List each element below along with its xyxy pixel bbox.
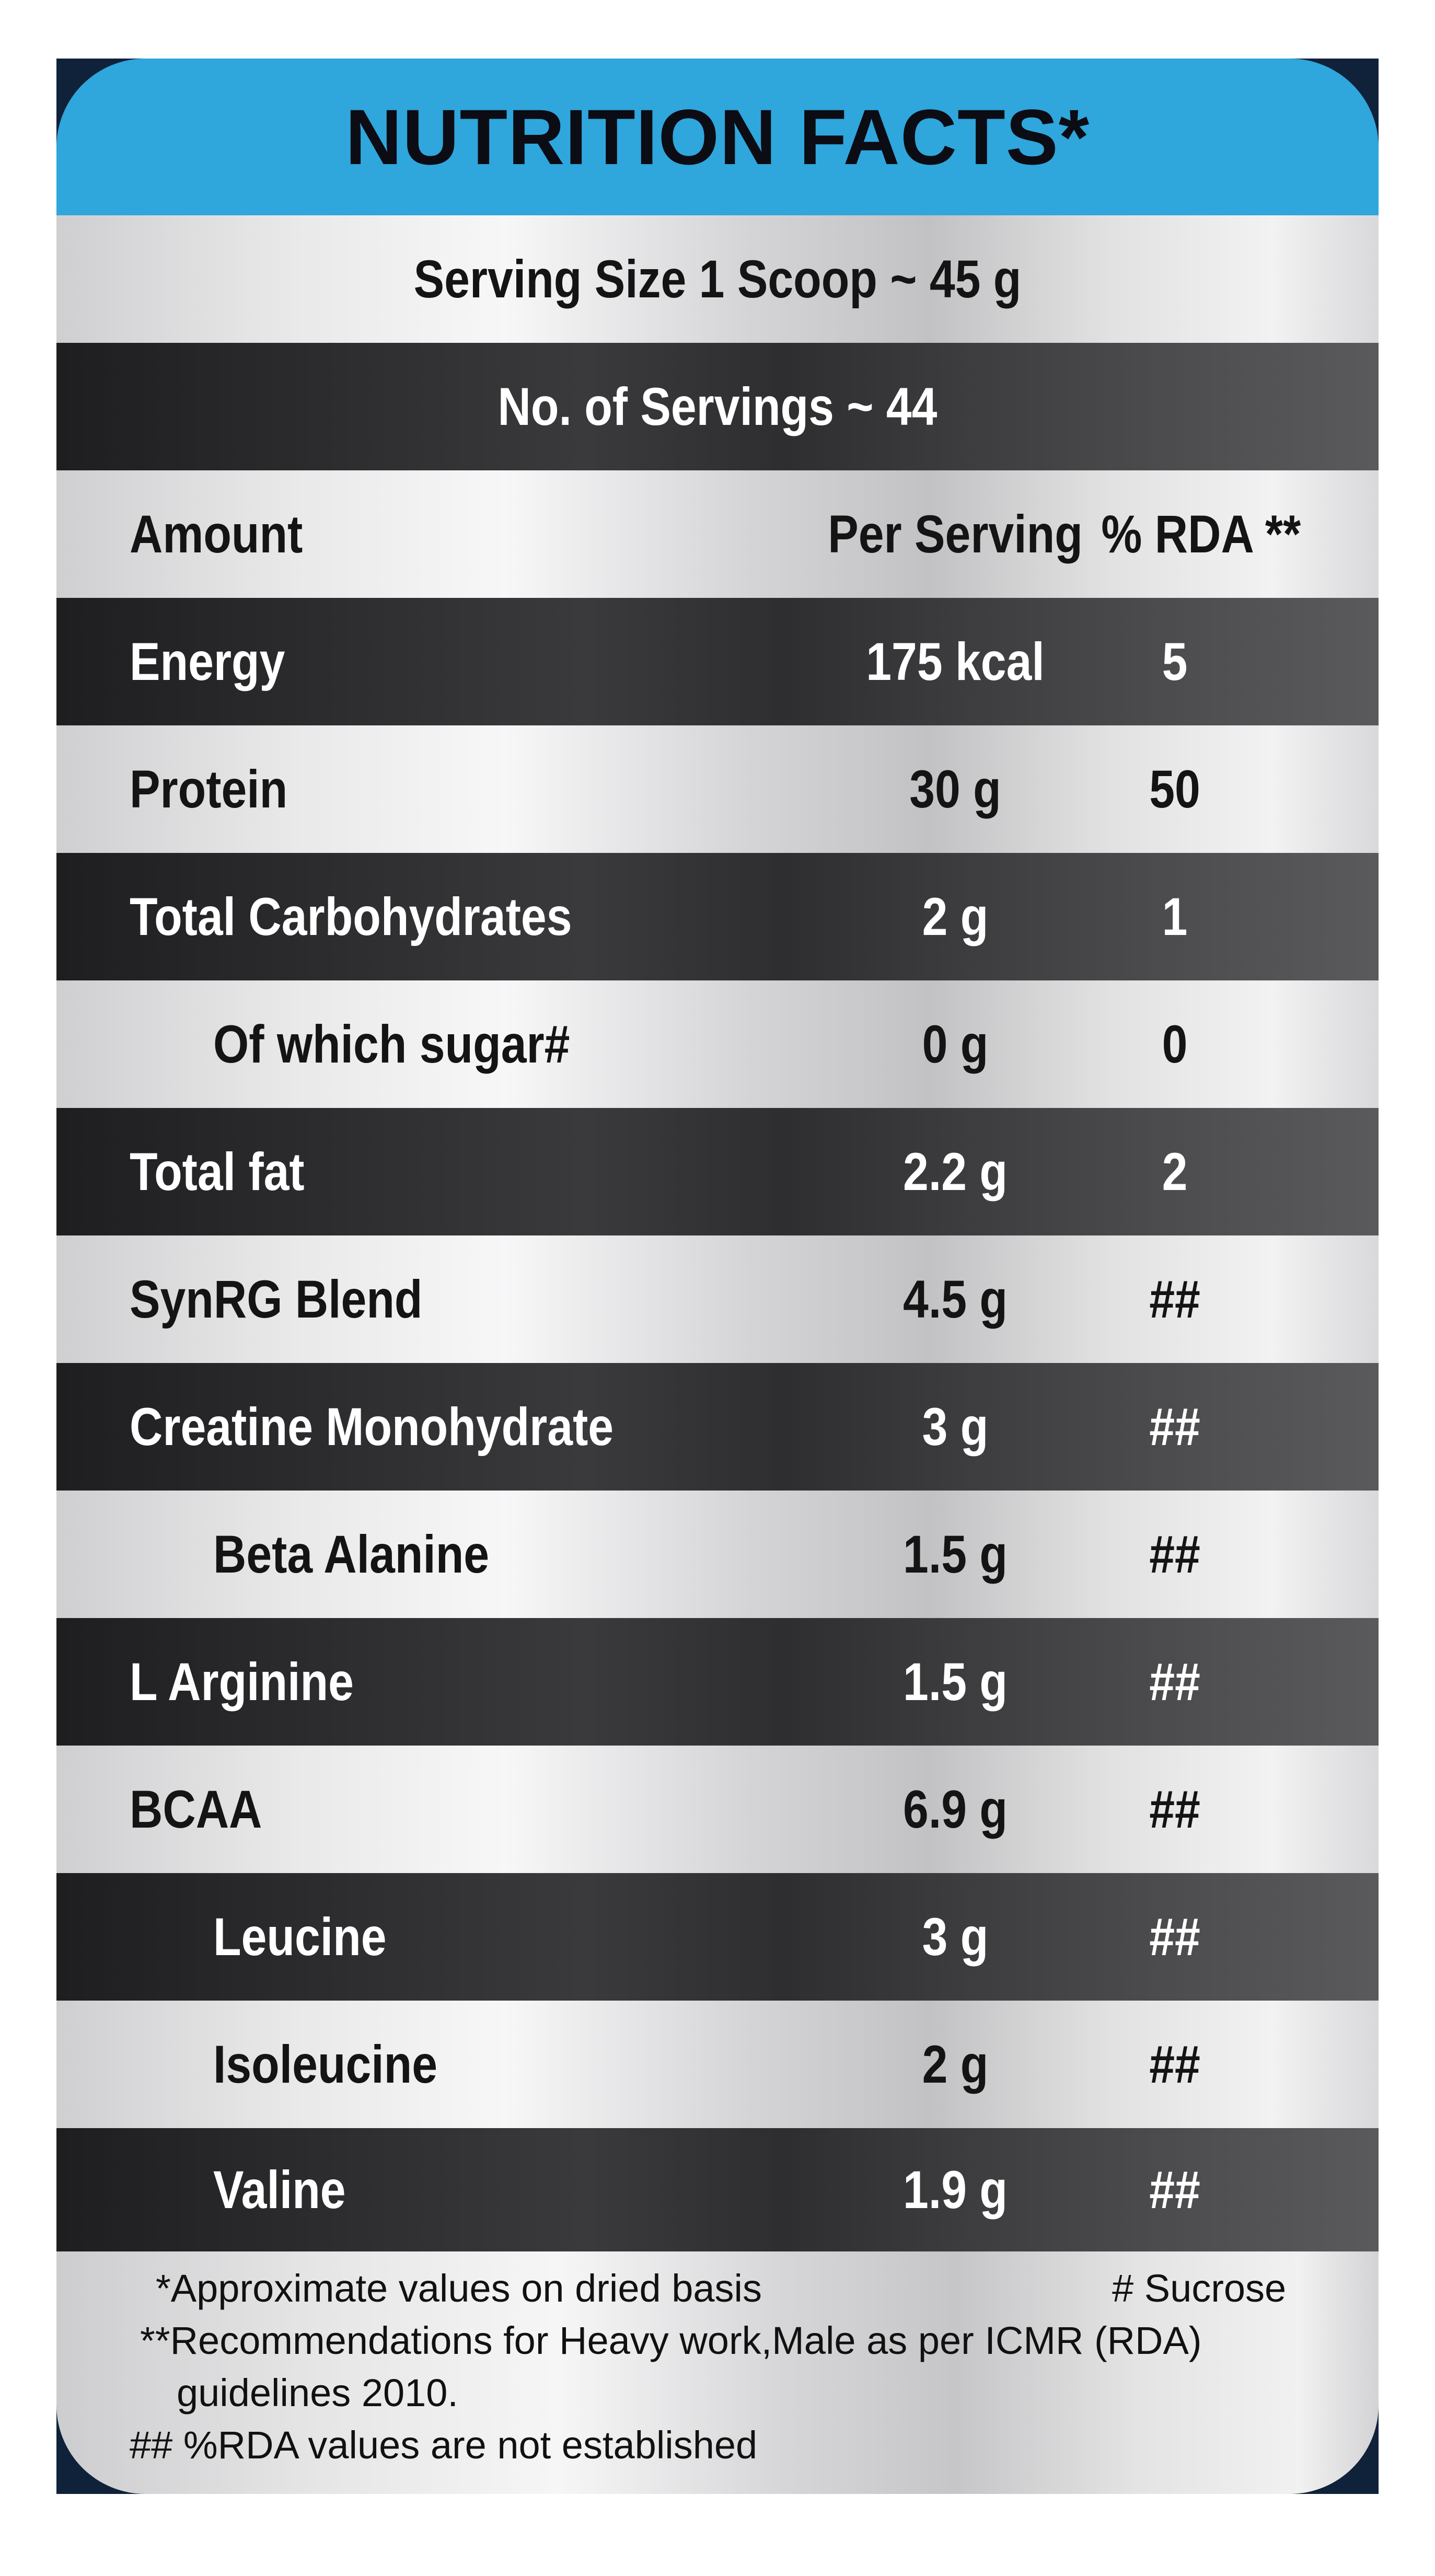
nutrient-name: Total fat xyxy=(130,1142,305,1202)
nutrient-name: Of which sugar# xyxy=(213,1014,570,1074)
nutrient-rda: ## xyxy=(1149,1269,1200,1329)
nutrient-per-serving: 4.5 g xyxy=(903,1269,1008,1329)
table-row: Total Carbohydrates 2 g 1 xyxy=(56,853,1379,980)
nutrient-name: BCAA xyxy=(130,1780,262,1839)
serving-size-row: Serving Size 1 Scoop ~ 45 g xyxy=(56,215,1379,343)
nutrient-name: Protein xyxy=(130,759,288,819)
servings-count-row: No. of Servings ~ 44 xyxy=(56,343,1379,470)
column-header-rda: % RDA ** xyxy=(1101,504,1301,564)
footnote-recommend-line2: guidelines 2010. xyxy=(177,2371,458,2415)
nutrient-per-serving: 2 g xyxy=(922,887,989,946)
table-row: BCAA 6.9 g ## xyxy=(56,1746,1379,1873)
nutrient-per-serving: 30 g xyxy=(909,759,1001,819)
nutrient-per-serving: 2.2 g xyxy=(903,1142,1008,1202)
nutrient-name: Valine xyxy=(213,2160,346,2220)
nutrient-per-serving: 1.5 g xyxy=(903,1524,1008,1584)
table-row: Creatine Monohydrate 3 g ## xyxy=(56,1363,1379,1491)
nutrient-name: L Arginine xyxy=(130,1652,354,1712)
table-row: Valine 1.9 g ## xyxy=(56,2128,1379,2251)
serving-size-text: Serving Size 1 Scoop ~ 45 g xyxy=(413,249,1022,309)
nutrition-facts-panel: NUTRITION FACTS* Serving Size 1 Scoop ~ … xyxy=(56,59,1379,2494)
nutrient-rda: ## xyxy=(1149,1652,1200,1712)
nutrient-rda: ## xyxy=(1149,1780,1200,1839)
table-row: Total fat 2.2 g 2 xyxy=(56,1108,1379,1235)
nutrient-per-serving: 1.9 g xyxy=(903,2160,1008,2220)
column-header-row: Amount Per Serving % RDA ** xyxy=(56,470,1379,598)
nutrient-per-serving: 3 g xyxy=(922,1907,989,1967)
nutrient-name: Leucine xyxy=(213,1907,387,1967)
nutrient-per-serving: 1.5 g xyxy=(903,1652,1008,1712)
footnote-sucrose: # Sucrose xyxy=(1112,2267,1287,2310)
nutrient-rda: 1 xyxy=(1162,887,1188,946)
nutrient-rda: 5 xyxy=(1162,632,1188,691)
footnote-approx: *Approximate values on dried basis xyxy=(156,2267,762,2310)
nutrient-name: Energy xyxy=(130,632,285,691)
footnote-not-established: ## %RDA values are not established xyxy=(130,2423,758,2467)
column-header-amount: Amount xyxy=(130,504,303,564)
nutrient-name: Creatine Monohydrate xyxy=(130,1397,614,1457)
nutrient-rda: 50 xyxy=(1149,759,1200,819)
table-row: Of which sugar# 0 g 0 xyxy=(56,980,1379,1108)
table-row: Leucine 3 g ## xyxy=(56,1873,1379,2001)
nutrient-name: Beta Alanine xyxy=(213,1524,490,1584)
nutrient-rda: ## xyxy=(1149,2035,1200,2094)
nutrient-per-serving: 3 g xyxy=(922,1397,989,1457)
table-row: Beta Alanine 1.5 g ## xyxy=(56,1491,1379,1618)
nutrient-name: Total Carbohydrates xyxy=(130,887,572,946)
nutrient-name: SynRG Blend xyxy=(130,1269,423,1329)
servings-count-text: No. of Servings ~ 44 xyxy=(497,376,938,436)
table-row: L Arginine 1.5 g ## xyxy=(56,1618,1379,1746)
nutrient-rda: ## xyxy=(1149,2160,1200,2220)
nutrition-title: NUTRITION FACTS* xyxy=(345,93,1090,181)
nutrient-name: Isoleucine xyxy=(213,2035,438,2094)
table-row: Energy 175 kcal 5 xyxy=(56,598,1379,725)
table-row: SynRG Blend 4.5 g ## xyxy=(56,1235,1379,1363)
footnotes: *Approximate values on dried basis # Suc… xyxy=(56,2251,1379,2494)
nutrition-header: NUTRITION FACTS* xyxy=(56,59,1379,215)
table-row: Isoleucine 2 g ## xyxy=(56,2001,1379,2128)
nutrient-rda: 0 xyxy=(1162,1014,1188,1074)
table-row: Protein 30 g 50 xyxy=(56,725,1379,853)
nutrient-per-serving: 175 kcal xyxy=(866,632,1045,691)
nutrient-per-serving: 2 g xyxy=(922,2035,989,2094)
nutrient-rda: ## xyxy=(1149,1524,1200,1584)
nutrient-per-serving: 0 g xyxy=(922,1014,989,1074)
nutrient-rda: 2 xyxy=(1162,1142,1188,1202)
nutrient-rda: ## xyxy=(1149,1907,1200,1967)
column-header-per-serving: Per Serving xyxy=(828,504,1083,564)
footnote-recommend-line1: **Recommendations for Heavy work,Male as… xyxy=(140,2319,1202,2362)
nutrient-per-serving: 6.9 g xyxy=(903,1780,1008,1839)
nutrient-rda: ## xyxy=(1149,1397,1200,1457)
